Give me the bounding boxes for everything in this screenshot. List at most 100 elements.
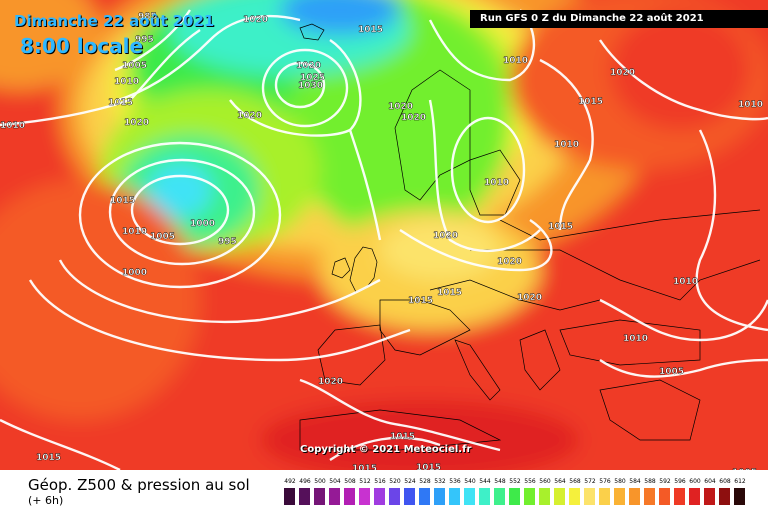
isobar-label: 1015 bbox=[437, 288, 462, 298]
isobar-label: 1015 bbox=[416, 463, 441, 470]
scale-tick-label: 580 bbox=[614, 478, 626, 485]
scale-tick-label: 544 bbox=[479, 478, 491, 485]
isobar-label: 1020 bbox=[318, 377, 343, 387]
model-run-info: Run GFS 0 Z du Dimanche 22 août 2021 bbox=[470, 10, 768, 28]
scale-swatch bbox=[389, 488, 400, 505]
scale-swatch bbox=[404, 488, 415, 505]
scale-tick-label: 548 bbox=[494, 478, 506, 485]
forecast-date-title: Dimanche 22 août 2021 bbox=[14, 12, 215, 30]
legend-subtitle: (+ 6h) bbox=[28, 494, 64, 507]
scale-tick-label: 496 bbox=[299, 478, 311, 485]
scale-swatch bbox=[509, 488, 520, 505]
geopotential-field bbox=[0, 0, 768, 470]
scale-tick-label: 536 bbox=[449, 478, 461, 485]
scale-tick-label: 552 bbox=[509, 478, 521, 485]
scale-tick-label: 532 bbox=[434, 478, 446, 485]
isobar-label: 995 bbox=[135, 35, 154, 45]
geopotential-map-canvas: 1020101598599510051010101510201010101510… bbox=[0, 0, 768, 470]
scale-swatch bbox=[359, 488, 370, 505]
scale-swatch bbox=[449, 488, 460, 505]
scale-swatch bbox=[479, 488, 490, 505]
isobar-label: 1020 bbox=[296, 61, 321, 71]
isobar-label: 1025 bbox=[300, 73, 325, 83]
scale-swatch bbox=[314, 488, 325, 505]
isobar-label: 1010 bbox=[738, 100, 763, 110]
scale-swatch bbox=[719, 488, 730, 505]
scale-tick-label: 604 bbox=[704, 478, 716, 485]
isobar-label: 1010 bbox=[114, 77, 139, 87]
isobar-label: 1020 bbox=[497, 257, 522, 267]
scale-tick-label: 524 bbox=[404, 478, 416, 485]
isobar-label: 1000 bbox=[190, 219, 215, 229]
isobar-label: 995 bbox=[218, 237, 237, 247]
scale-tick-label: 560 bbox=[539, 478, 551, 485]
scale-tick-label: 584 bbox=[629, 478, 641, 485]
scale-swatch bbox=[629, 488, 640, 505]
isobar-label: 1010 bbox=[623, 334, 648, 344]
scale-tick-label: 568 bbox=[569, 478, 581, 485]
scale-tick-label: 528 bbox=[419, 478, 431, 485]
scale-swatch bbox=[599, 488, 610, 505]
isobar-label: 1010 bbox=[503, 56, 528, 66]
copyright-notice: Copyright © 2021 Meteociel.fr bbox=[300, 444, 472, 455]
isobar-label: 1015 bbox=[352, 464, 377, 470]
isobars bbox=[0, 9, 768, 470]
scale-tick-label: 516 bbox=[374, 478, 386, 485]
scale-tick-label: 612 bbox=[734, 478, 746, 485]
scale-tick-label: 576 bbox=[599, 478, 611, 485]
scale-swatch bbox=[329, 488, 340, 505]
isobar-label: 1020 bbox=[237, 111, 262, 121]
scale-tick-label: 592 bbox=[659, 478, 671, 485]
scale-swatch bbox=[689, 488, 700, 505]
scale-tick-label: 564 bbox=[554, 478, 566, 485]
isobar-label: 1005 bbox=[150, 232, 175, 242]
scale-swatch bbox=[374, 488, 385, 505]
isobar-label: 1000 bbox=[122, 268, 147, 278]
isobar-label: 1030 bbox=[298, 81, 323, 91]
scale-swatch bbox=[674, 488, 685, 505]
isobar-label: 1005 bbox=[659, 367, 684, 377]
isobar-label: 1020 bbox=[401, 113, 426, 123]
legend-title: Géop. Z500 & pression au sol bbox=[28, 476, 250, 494]
weather-map: 1020 1015 985 995 1005 1010 1015 1020 1010 1015 10… bbox=[0, 0, 768, 470]
isobar-label: 1010 bbox=[554, 140, 579, 150]
isobar-label-layer: 1020101598599510051010101510201010101510… bbox=[0, 12, 763, 470]
scale-tick-label: 492 bbox=[284, 478, 296, 485]
isobar-label: 1005 bbox=[122, 61, 147, 71]
isobar-label: 1015 bbox=[408, 296, 433, 306]
scale-swatch bbox=[344, 488, 355, 505]
forecast-time-title: 8:00 locale bbox=[20, 34, 144, 58]
scale-swatch bbox=[299, 488, 310, 505]
isobar-label: 1015 bbox=[390, 432, 415, 442]
scale-swatch bbox=[584, 488, 595, 505]
scale-tick-label: 540 bbox=[464, 478, 476, 485]
isobar-label: 1015 bbox=[108, 98, 133, 108]
isobar-label: 1005 bbox=[732, 468, 757, 470]
coastlines bbox=[299, 23, 761, 451]
isobar-label: 1020 bbox=[388, 102, 413, 112]
scale-tick-label: 600 bbox=[689, 478, 701, 485]
scale-tick-label: 572 bbox=[584, 478, 596, 485]
isobar-label: 1020 bbox=[517, 293, 542, 303]
scale-tick-label: 504 bbox=[329, 478, 341, 485]
scale-swatch bbox=[434, 488, 445, 505]
isobar-label: 1015 bbox=[548, 222, 573, 232]
scale-swatch bbox=[569, 488, 580, 505]
scale-swatch bbox=[464, 488, 475, 505]
scale-swatch bbox=[734, 488, 745, 505]
isobar-label: 1020 bbox=[124, 118, 149, 128]
scale-tick-label: 556 bbox=[524, 478, 536, 485]
scale-swatch bbox=[704, 488, 715, 505]
isobar-label: 1010 bbox=[484, 178, 509, 188]
scale-tick-label: 588 bbox=[644, 478, 656, 485]
scale-swatch bbox=[614, 488, 625, 505]
color-scale: 492 496 500 504 508 512 516 520 524 528 532 536 540 5… bbox=[284, 478, 754, 508]
isobar-label: 1020 bbox=[433, 231, 458, 241]
scale-swatch bbox=[644, 488, 655, 505]
scale-swatch bbox=[494, 488, 505, 505]
scale-tick-label: 500 bbox=[314, 478, 326, 485]
isobar-label: 1015 bbox=[358, 25, 383, 35]
scale-swatch bbox=[539, 488, 550, 505]
isobar-label: 1015 bbox=[578, 97, 603, 107]
scale-swatch bbox=[554, 488, 565, 505]
